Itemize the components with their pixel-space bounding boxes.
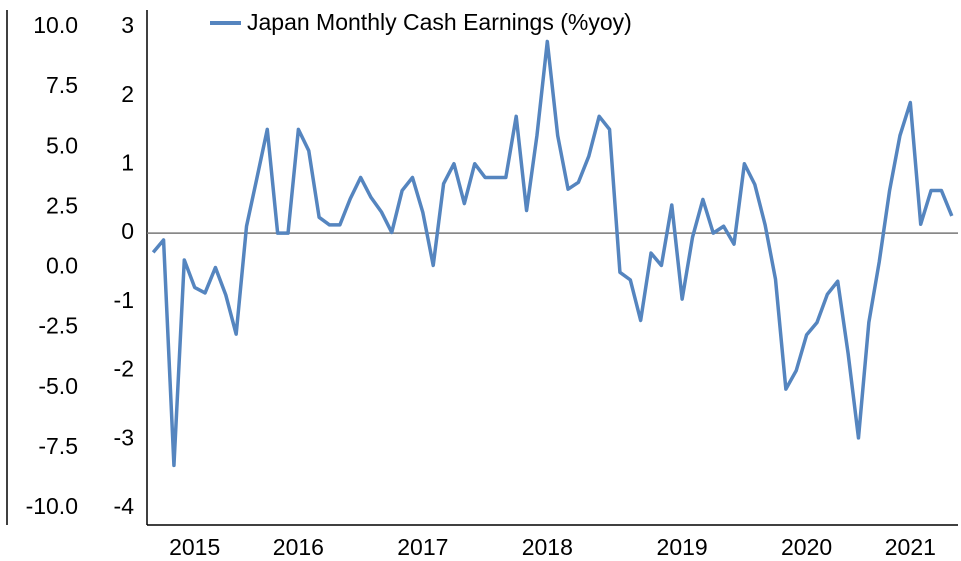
y2-tick-label: 1 [121,150,134,176]
x-tick-label: 2019 [657,534,708,560]
y-tick-label: -10.0 [26,493,78,519]
y2-tick-label: -1 [114,287,134,313]
y-tick-label: 0.0 [46,253,78,279]
y-tick-label: -5.0 [38,373,78,399]
y2-tick-label: -4 [114,493,135,519]
y2-tick-label: -2 [114,356,134,382]
y2-tick-label: -3 [114,424,134,450]
y-tick-label: 10.0 [33,12,78,38]
y-tick-label: 7.5 [46,72,78,98]
data-line [151,39,954,468]
y-tick-label: -7.5 [38,433,78,459]
y-tick-label: 5.0 [46,132,78,158]
y-tick-label: 2.5 [46,192,78,218]
y2-tick-label: 3 [121,12,134,38]
x-tick-label: 2017 [397,534,448,560]
x-tick-label: 2020 [781,534,832,560]
legend-label: Japan Monthly Cash Earnings (%yoy) [247,9,632,35]
x-tick-label: 2018 [522,534,573,560]
y2-tick-label: 2 [121,81,134,107]
y-tick-label: -2.5 [38,313,78,339]
x-tick-label: 2021 [885,534,936,560]
x-tick-label: 2016 [273,534,324,560]
x-tick-label: 2015 [169,534,220,560]
y2-tick-label: 0 [121,218,134,244]
